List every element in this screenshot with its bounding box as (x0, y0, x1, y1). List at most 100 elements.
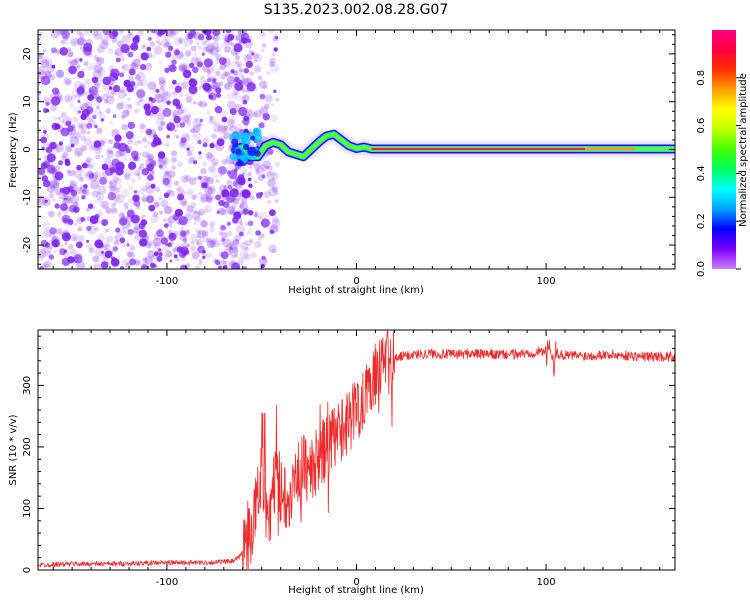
noise-speck (71, 89, 79, 97)
noise-speck (219, 208, 227, 215)
noise-speck (86, 207, 90, 212)
signal-onset-blob (229, 132, 237, 141)
noise-speck (100, 36, 106, 42)
noise-speck (268, 187, 278, 197)
noise-speck (218, 124, 222, 128)
noise-speck (54, 90, 60, 97)
noise-speck (125, 262, 132, 269)
noise-speck (142, 257, 148, 263)
noise-speck (231, 124, 235, 129)
noise-speck (159, 86, 165, 91)
noise-speck (90, 180, 100, 190)
noise-speck (190, 56, 200, 66)
noise-speck (211, 76, 220, 85)
noise-speck (162, 173, 172, 183)
noise-speck (206, 237, 212, 243)
noise-speck (235, 60, 243, 68)
noise-speck (103, 204, 107, 208)
noise-speck (46, 153, 56, 163)
noise-speck (88, 144, 96, 151)
noise-speck (257, 237, 262, 241)
noise-speck (203, 83, 213, 93)
noise-speck (239, 241, 249, 251)
noise-speck (215, 142, 225, 152)
noise-speck (178, 63, 188, 72)
noise-speck (128, 185, 134, 191)
noise-speck (118, 184, 123, 189)
spectrogram-y-ticks: -20 -10 0 10 20 (22, 34, 675, 265)
noise-speck (124, 110, 130, 116)
noise-speck (130, 150, 139, 159)
noise-speck (147, 81, 157, 91)
noise-speck (273, 47, 278, 52)
noise-speck (220, 224, 227, 231)
noise-speck (62, 207, 70, 215)
noise-speck (169, 91, 174, 97)
noise-speck (131, 178, 136, 183)
noise-speck (171, 30, 180, 36)
noise-speck (212, 172, 219, 179)
noise-speck (137, 30, 144, 36)
noise-speck (140, 64, 147, 71)
noise-speck (158, 196, 163, 201)
noise-speck (79, 58, 83, 62)
noise-speck (76, 30, 82, 35)
noise-speck (253, 53, 263, 63)
noise-speck (84, 159, 91, 167)
noise-speck (98, 212, 103, 217)
noise-speck (38, 197, 47, 206)
noise-speck (66, 196, 72, 201)
noise-speck (99, 111, 103, 115)
noise-speck (195, 265, 200, 269)
noise-speck (51, 233, 56, 238)
noise-speck (226, 77, 235, 85)
noise-speck (157, 106, 163, 113)
noise-speck (54, 203, 60, 209)
noise-speck (133, 190, 137, 194)
noise-speck (67, 59, 72, 64)
signal-onset-blob (231, 138, 239, 146)
noise-speck (198, 261, 203, 266)
noise-speck (38, 198, 42, 203)
noise-speck (171, 53, 176, 58)
noise-speck (210, 81, 219, 90)
noise-speck (129, 62, 138, 71)
noise-speck (150, 183, 156, 189)
noise-speck (59, 187, 65, 193)
noise-speck (44, 58, 53, 66)
noise-speck (94, 214, 100, 219)
noise-speck (105, 108, 111, 114)
noise-speck (185, 92, 190, 98)
noise-speck (254, 109, 262, 118)
noise-speck (254, 211, 258, 215)
noise-speck (146, 153, 154, 161)
noise-speck (214, 106, 223, 114)
noise-speck (102, 30, 111, 36)
noise-speck (86, 243, 93, 250)
noise-speck (193, 101, 197, 105)
noise-speck (100, 154, 104, 158)
noise-speck (128, 75, 135, 82)
noise-speck (208, 165, 216, 173)
noise-speck (186, 150, 193, 157)
noise-speck (83, 42, 93, 52)
noise-speck (160, 121, 165, 126)
noise-speck (271, 34, 280, 43)
noise-speck (49, 193, 54, 199)
noise-speck (210, 47, 219, 56)
noise-speck (73, 206, 80, 213)
noise-speck (153, 251, 159, 257)
noise-speck (148, 204, 156, 212)
noise-speck (242, 100, 248, 105)
noise-speck (72, 116, 80, 124)
noise-speck (234, 67, 244, 77)
noise-speck (134, 108, 140, 114)
noise-speck (244, 113, 252, 121)
noise-speck (94, 226, 99, 232)
spectrogram-signal-track (229, 126, 675, 167)
noise-speck (229, 125, 237, 133)
noise-speck (219, 108, 227, 117)
noise-speck (234, 55, 240, 61)
noise-speck (237, 63, 241, 68)
noise-speck (64, 30, 73, 35)
